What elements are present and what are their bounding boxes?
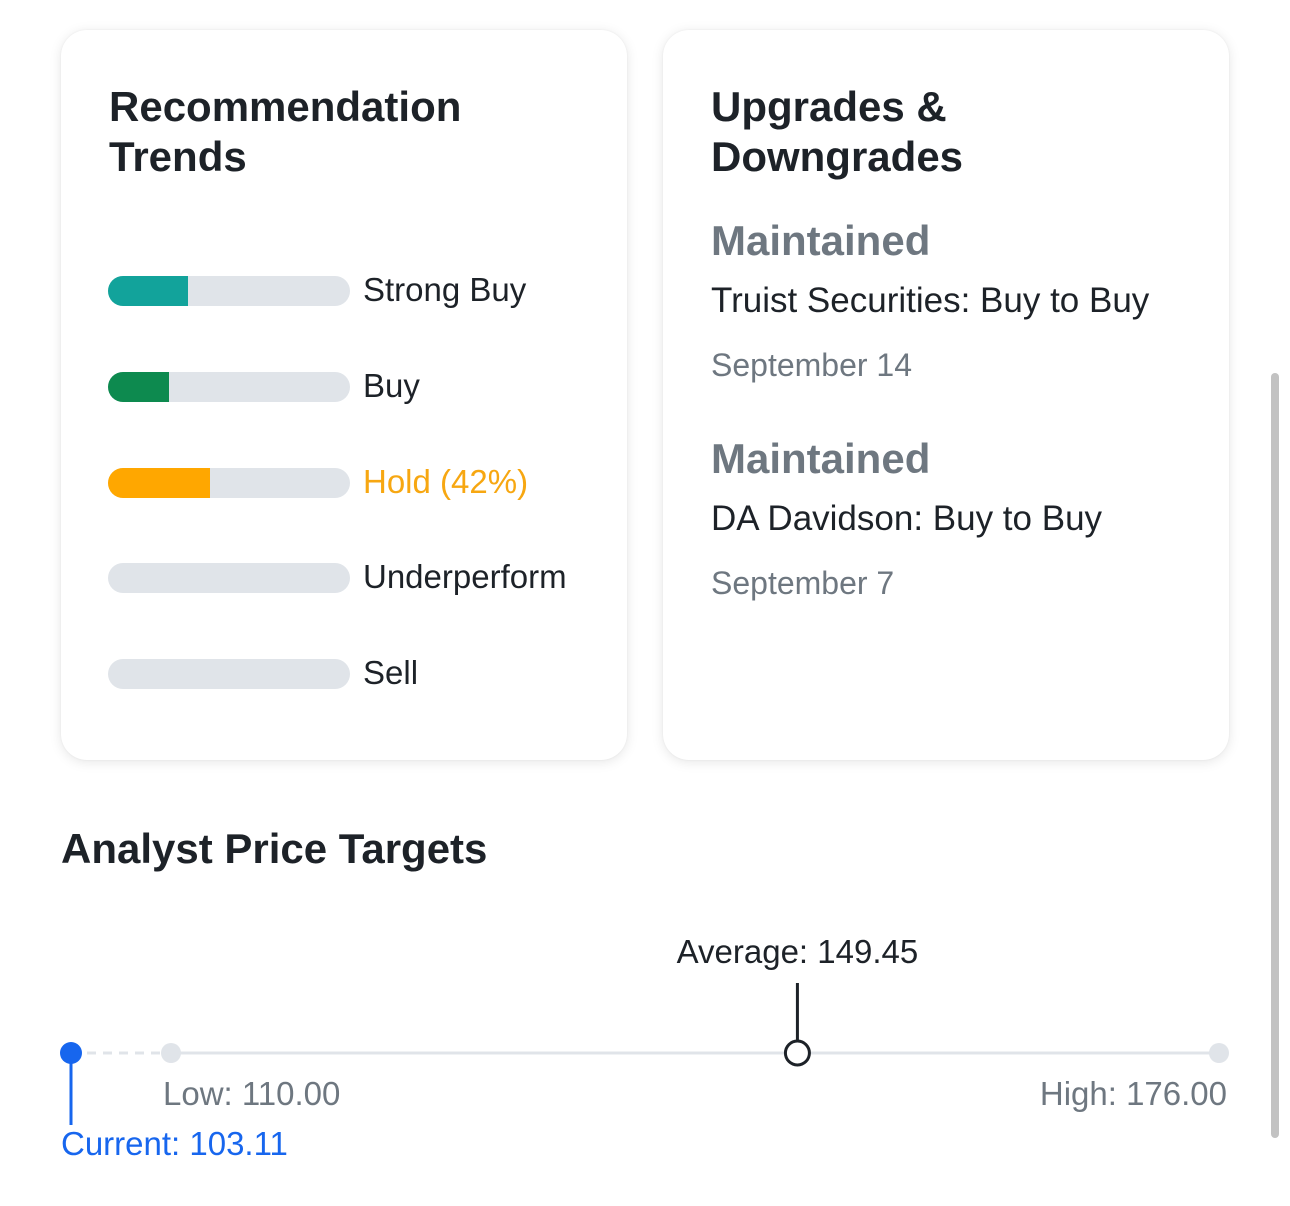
rating-change-item[interactable]: Maintained DA Davidson: Buy to Buy Septe… (711, 434, 1211, 603)
rec-row-sell: Sell (108, 649, 608, 691)
underperform-bar (108, 563, 350, 593)
rating-change-item[interactable]: Maintained Truist Securities: Buy to Buy… (711, 216, 1211, 385)
strong-buy-bar (108, 276, 350, 306)
high-target-marker (1209, 1043, 1229, 1063)
buy-bar (108, 372, 350, 402)
rating-action: Maintained (711, 217, 931, 264)
underperform-label: Underperform (363, 558, 567, 595)
hold-label: Hold (42%) (363, 463, 529, 500)
rec-row-hold: Hold (42%) (108, 458, 608, 500)
average-target-marker (783, 1039, 811, 1067)
price-target-range-chart: Average: 149.45 Low: 110.00 High: 176.00… (60, 933, 1229, 1162)
low-target-label: Low: 110.00 (163, 1075, 340, 1112)
rating-detail: Truist Securities: Buy to Buy (711, 281, 1150, 320)
low-target-marker (161, 1043, 181, 1063)
strong-buy-bar-fill (108, 276, 188, 306)
strong-buy-label: Strong Buy (363, 271, 527, 308)
high-target-label: High: 176.00 (1040, 1075, 1227, 1112)
buy-label: Buy (363, 367, 420, 404)
rec-row-underperform: Underperform (108, 553, 608, 595)
rating-date: September 14 (711, 347, 913, 383)
current-price-marker (60, 1042, 82, 1064)
rating-date: September 7 (711, 565, 895, 601)
analyst-price-targets-title: Analyst Price Targets (61, 825, 488, 872)
vertical-scrollbar[interactable] (1271, 373, 1279, 1138)
hold-bar (108, 468, 350, 498)
rec-row-strong-buy: Strong Buy (108, 266, 608, 308)
hold-bar-fill (108, 468, 210, 498)
upgrades-downgrades-card: Upgrades & Downgrades Maintained Truist … (663, 30, 1229, 760)
recommendation-trends-title: Recommendation Trends (109, 83, 462, 180)
rating-detail: DA Davidson: Buy to Buy (711, 499, 1103, 538)
current-price-label: Current: 103.11 (61, 1125, 288, 1162)
rating-action: Maintained (711, 435, 931, 482)
average-target-label: Average: 149.45 (677, 933, 919, 970)
buy-bar-fill (108, 372, 169, 402)
sell-label: Sell (363, 654, 419, 691)
rec-row-buy: Buy (108, 362, 608, 404)
recommendation-trends-card: Recommendation Trends Strong Buy Buy Hol… (61, 30, 627, 760)
sell-bar (108, 659, 350, 689)
upgrades-downgrades-title: Upgrades & Downgrades (711, 83, 964, 180)
